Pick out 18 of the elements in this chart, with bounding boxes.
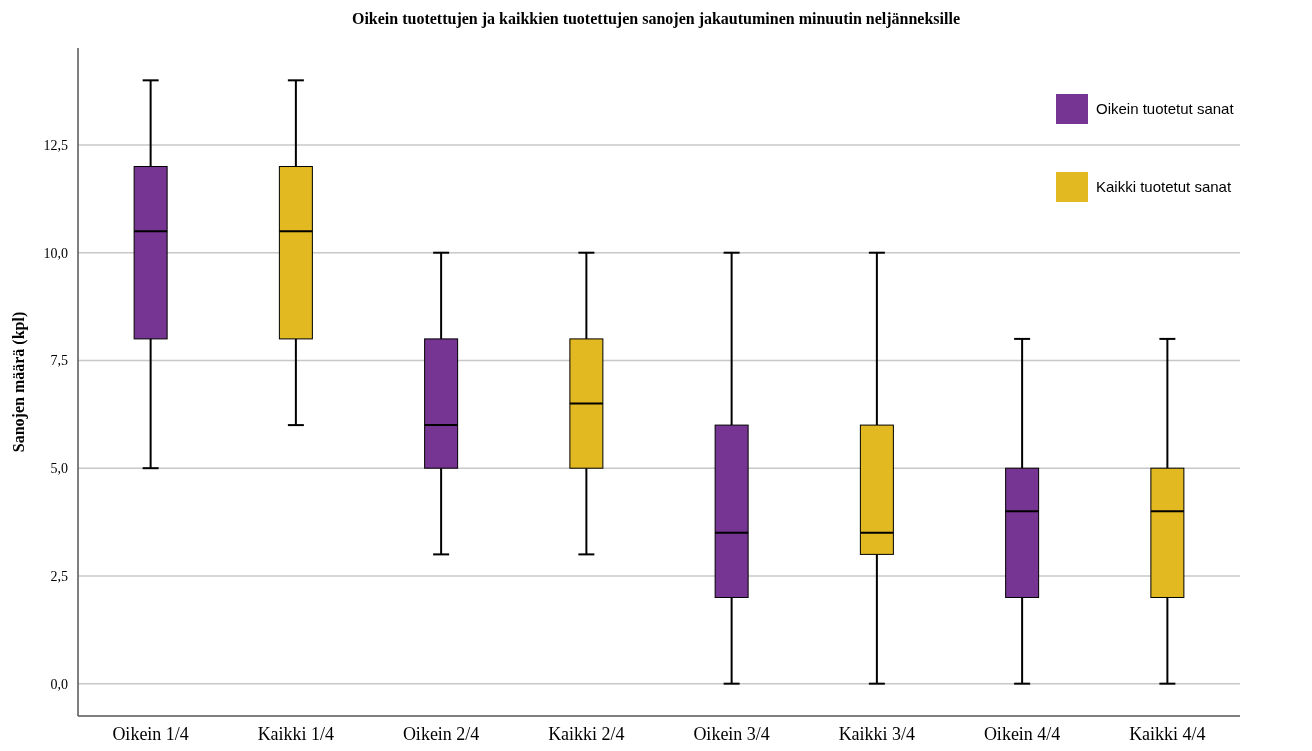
chart-title: Oikein tuotettujen ja kaikkien tuotettujen sanojen jakautuminen minuutin neljänneksille — [351, 10, 961, 28]
x-tick-label: Oikein 4/4 — [983, 724, 1061, 744]
x-tick-label: Oikein 3/4 — [693, 724, 770, 744]
x-tick-label: Oikein 1/4 — [112, 724, 189, 744]
y-axis-title: Sanojen määrä (kpl) — [10, 311, 28, 453]
y-tick-label: 10,0 — [43, 245, 68, 261]
legend-label: Kaikki tuotetut sanat — [1096, 178, 1232, 196]
y-tick-label: 2,5 — [50, 568, 68, 584]
y-tick-label: 12,5 — [43, 137, 68, 153]
x-tick-label: Kaikki 1/4 — [257, 724, 335, 744]
y-tick-label: 0,0 — [50, 676, 68, 692]
y-tick-label: 5,0 — [50, 461, 68, 477]
y-tick-label: 7,5 — [50, 353, 68, 369]
x-tick-label: Oikein 2/4 — [402, 724, 480, 744]
legend-label: Oikein tuotetut sanat — [1096, 100, 1235, 118]
x-tick-label: Kaikki 3/4 — [838, 724, 916, 744]
x-tick-label: Kaikki 4/4 — [1129, 724, 1206, 744]
x-tick-label: Kaikki 2/4 — [548, 724, 625, 744]
